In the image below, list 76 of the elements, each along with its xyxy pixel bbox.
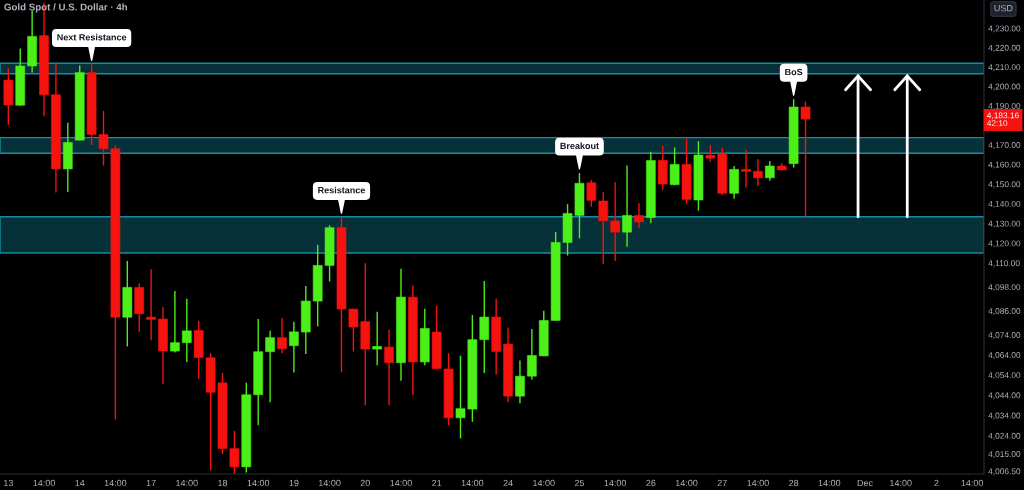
candlestick	[800, 100, 811, 219]
candlestick	[741, 149, 751, 189]
x-tick-label: 25	[574, 479, 585, 487]
x-tick-label: 14	[75, 479, 85, 487]
y-tick-label: 4,120.00	[988, 240, 1021, 248]
y-tick-label: 4,006.50	[988, 468, 1021, 476]
candlestick	[289, 320, 299, 374]
candlestick	[610, 181, 620, 262]
y-tick-label: 4,064.00	[988, 352, 1021, 359]
x-tick-label: 2	[934, 479, 939, 487]
y-tick-label: 4,130.00	[988, 220, 1021, 228]
x-tick-label: 27	[717, 479, 727, 487]
x-tick-label: 14:00	[890, 479, 912, 487]
x-tick-label: 14:00	[961, 479, 984, 487]
x-tick-label: 14:00	[33, 479, 55, 487]
y-tick-label: 4,034.00	[988, 412, 1021, 420]
x-tick-label: 14:00	[675, 479, 698, 487]
x-tick-label: 26	[646, 479, 656, 487]
y-tick-label: 4,074.00	[988, 332, 1021, 339]
candlestick	[515, 359, 525, 404]
y-tick-label: 4,044.00	[988, 392, 1021, 400]
annotation: Next Resistance	[57, 33, 127, 41]
x-tick-label: 14:00	[247, 479, 270, 487]
x-tick-label: 14:00	[390, 479, 412, 487]
candlestick	[622, 164, 632, 248]
candlestick	[634, 202, 644, 229]
candlestick	[372, 311, 382, 366]
candlestick	[527, 328, 537, 381]
x-tick-label: 21	[432, 479, 442, 487]
y-tick-label: 4,098.00	[988, 284, 1021, 292]
y-tick-label: 4,086.00	[988, 308, 1021, 315]
x-tick-label: 24	[503, 479, 513, 487]
y-tick-label: 4,110.00	[988, 260, 1020, 268]
annotation: Breakout	[560, 142, 599, 150]
x-tick-label: 19	[289, 479, 299, 487]
y-axis-title: USD	[994, 4, 1013, 12]
y-tick-label: 4,210.00	[988, 64, 1021, 72]
x-tick-label: 13	[4, 479, 13, 487]
candlestick	[265, 330, 275, 403]
y-tick-label: 4,200.00	[988, 83, 1021, 91]
candlestick	[765, 160, 775, 182]
y-tick-label: 4,220.00	[988, 44, 1021, 52]
y-tick-label: 4,170.00	[988, 142, 1021, 149]
x-tick-label: 14:00	[604, 479, 627, 487]
x-tick-label: 14:00	[104, 479, 127, 487]
x-tick-label: 14:00	[533, 479, 555, 487]
y-tick-label: 4,190.00	[988, 103, 1021, 110]
y-tick-label: 4,054.00	[988, 372, 1021, 380]
candlestick	[182, 297, 192, 363]
candlestick	[277, 317, 287, 354]
candlestick	[729, 165, 739, 200]
x-tick-label: 20	[360, 479, 370, 487]
y-tick-label: 4,140.00	[988, 200, 1021, 208]
y-tick-label: 4,150.00	[988, 181, 1021, 189]
x-tick-label: 14:00	[318, 479, 341, 487]
candlestick	[384, 329, 394, 406]
x-tick-label: 14:00	[461, 479, 484, 487]
x-tick-label: 14:00	[176, 479, 198, 487]
candlestick	[146, 268, 156, 341]
annotation: 4,183.16 42:10	[986, 112, 1019, 127]
candlestick	[170, 290, 180, 354]
y-tick-label: 4,024.00	[988, 432, 1021, 440]
candlestick	[753, 158, 763, 187]
x-tick-label: 14:00	[747, 479, 769, 487]
y-tick-label: 4,230.00	[988, 25, 1021, 33]
candlestick	[669, 146, 680, 186]
x-tick-label: 18	[218, 479, 228, 487]
x-tick-label: 28	[789, 479, 799, 487]
x-tick-label: 14:00	[818, 479, 841, 487]
y-tick-label: 4,160.00	[988, 161, 1021, 169]
y-tick-label: 4,015.00	[988, 451, 1021, 458]
x-tick-label: 17	[146, 479, 156, 487]
annotation: Resistance	[318, 186, 366, 194]
candlestick	[657, 145, 668, 191]
annotation: BoS	[785, 68, 803, 76]
x-tick-label: Dec	[857, 479, 873, 487]
